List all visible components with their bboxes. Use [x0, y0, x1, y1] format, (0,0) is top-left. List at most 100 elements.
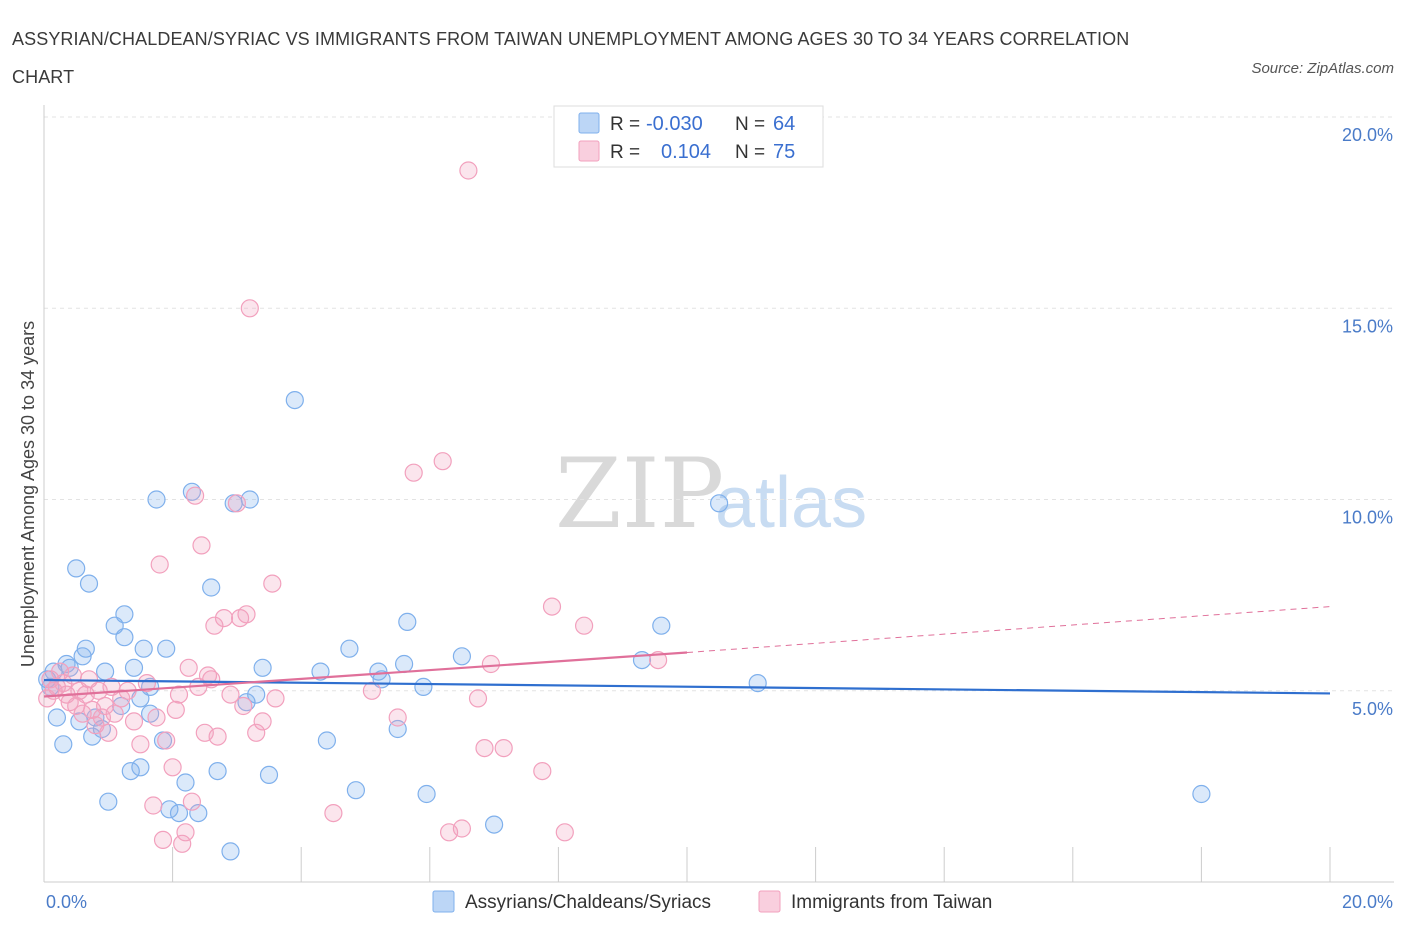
point-taiwan	[54, 673, 73, 693]
point-taiwan	[176, 823, 195, 842]
axes	[43, 105, 1394, 883]
y-tick-label: 15.0%	[1342, 316, 1393, 336]
point-assyrians	[202, 578, 221, 597]
trend-line-taiwan-extrapolated	[686, 606, 1331, 653]
point-taiwan	[105, 704, 124, 723]
series-swatch-assyrians	[432, 890, 455, 913]
point-taiwan	[459, 161, 478, 180]
series-swatch-taiwan	[758, 890, 781, 913]
series-label-taiwan: Immigrants from Taiwan	[791, 892, 992, 913]
point-assyrians	[169, 803, 189, 823]
point-assyrians	[189, 803, 208, 823]
point-taiwan	[263, 574, 282, 593]
point-assyrians	[115, 605, 134, 624]
point-assyrians	[76, 639, 95, 658]
point-assyrians	[259, 765, 279, 785]
legend-n-value-blue: 64	[773, 113, 795, 135]
gridlines	[44, 116, 1394, 692]
point-taiwan	[208, 727, 227, 746]
point-assyrians	[452, 647, 471, 666]
point-taiwan	[266, 689, 285, 708]
point-assyrians	[285, 391, 304, 410]
point-taiwan	[192, 536, 211, 555]
point-taiwan	[388, 708, 407, 727]
point-taiwan	[214, 608, 234, 628]
point-taiwan	[131, 735, 150, 754]
trend-line-taiwan	[43, 651, 688, 698]
point-taiwan	[202, 670, 221, 689]
point-taiwan	[163, 758, 182, 777]
legend-n-value-pink: 75	[773, 141, 795, 163]
data-points	[38, 161, 1211, 861]
legend-r-label: R =	[610, 142, 640, 163]
x-tick-label: 20.0%	[1342, 892, 1393, 912]
point-assyrians	[115, 628, 134, 647]
point-taiwan	[240, 299, 259, 318]
y-tick-label: 10.0%	[1342, 508, 1393, 528]
point-taiwan	[221, 685, 240, 704]
legend-n-label: N =	[735, 114, 765, 135]
legend-swatch-pink	[578, 140, 600, 162]
point-taiwan	[147, 708, 166, 727]
point-taiwan	[247, 723, 266, 742]
point-assyrians	[346, 781, 365, 800]
point-taiwan	[166, 700, 185, 720]
point-assyrians	[398, 612, 417, 632]
point-assyrians	[131, 758, 150, 777]
point-assyrians	[95, 662, 115, 681]
point-assyrians	[311, 662, 330, 681]
trend-lines	[43, 606, 1331, 698]
point-taiwan	[169, 685, 189, 704]
point-taiwan	[144, 796, 163, 815]
point-assyrians	[124, 658, 144, 677]
series-legend: Assyrians/Chaldeans/Syriacs Immigrants f…	[432, 890, 992, 913]
point-assyrians	[99, 792, 118, 811]
correlation-legend: R = -0.030 N = 64 R = 0.104 N = 75	[553, 105, 824, 168]
x-tick-labels: 0.0% 20.0%	[46, 892, 1393, 912]
y-tick-label: 20.0%	[1342, 125, 1393, 145]
point-assyrians	[134, 639, 153, 658]
point-taiwan	[186, 486, 205, 505]
point-assyrians	[253, 658, 272, 677]
point-taiwan	[99, 723, 118, 742]
point-assyrians	[147, 490, 166, 509]
legend-r-label: R =	[610, 114, 640, 135]
point-taiwan	[433, 452, 452, 471]
point-taiwan	[475, 738, 494, 758]
point-taiwan	[404, 463, 423, 482]
point-taiwan	[157, 731, 176, 750]
point-assyrians	[54, 735, 73, 754]
point-taiwan	[95, 696, 115, 716]
point-assyrians	[208, 761, 227, 781]
point-taiwan	[481, 654, 500, 674]
source-credit: Source: ZipAtlas.com	[1251, 60, 1394, 77]
point-taiwan	[173, 834, 192, 853]
point-assyrians	[414, 677, 433, 697]
legend-r-value-pink: 0.104	[661, 141, 711, 163]
point-taiwan	[124, 712, 144, 731]
point-taiwan	[237, 605, 256, 624]
watermark-atlas: atlas	[715, 463, 867, 543]
point-assyrians	[417, 784, 436, 804]
point-assyrians	[247, 685, 266, 704]
watermark: ZIP atlas	[555, 438, 867, 550]
point-taiwan	[362, 681, 381, 700]
point-assyrians	[652, 616, 671, 635]
point-taiwan	[205, 616, 224, 635]
point-assyrians	[1192, 784, 1211, 804]
point-assyrians	[79, 574, 99, 593]
point-assyrians	[485, 815, 504, 834]
legend-swatch-blue	[578, 112, 600, 134]
point-taiwan	[324, 803, 343, 823]
point-taiwan	[555, 823, 574, 842]
point-assyrians	[748, 673, 767, 693]
point-taiwan	[574, 616, 594, 635]
point-taiwan	[234, 696, 253, 716]
point-taiwan	[150, 555, 169, 574]
y-tick-label: 5.0%	[1352, 699, 1393, 719]
point-assyrians	[221, 842, 240, 861]
point-assyrians	[317, 731, 336, 750]
point-taiwan	[494, 738, 513, 758]
point-taiwan	[153, 830, 173, 850]
